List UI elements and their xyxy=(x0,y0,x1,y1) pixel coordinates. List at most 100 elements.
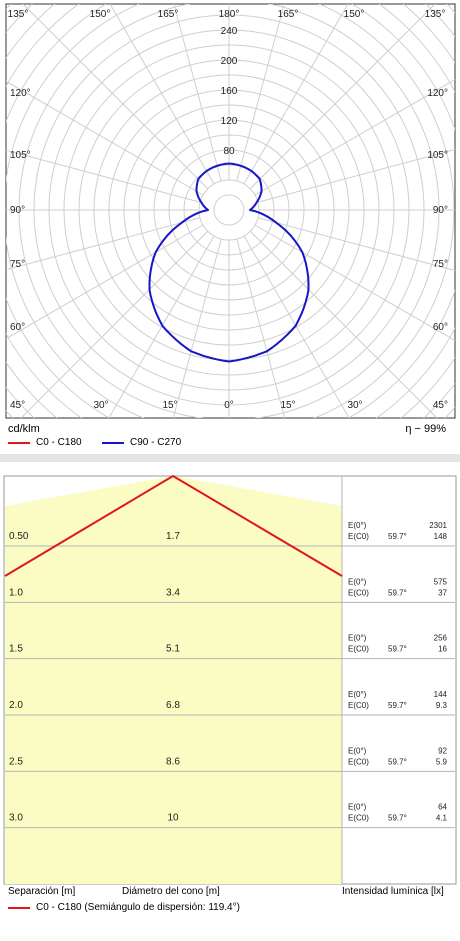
row-e0-value: 2301 xyxy=(429,521,447,530)
row-e0-label: E(0°) xyxy=(348,690,367,699)
row-angle: 59.7° xyxy=(388,814,407,823)
row-ec0-label: E(C0) xyxy=(348,588,369,597)
polar-grid-spoke xyxy=(20,230,209,418)
legend-swatch-blue xyxy=(102,441,124,444)
row-angle: 59.7° xyxy=(388,645,407,654)
row-e0-value: 92 xyxy=(438,746,447,755)
polar-grid-spoke xyxy=(249,4,436,190)
polar-diagram: 80 120 160 200 240 135° 150° 165° 180° 165° 150° 13… xyxy=(5,3,456,419)
legend-label: C0 - C180 xyxy=(36,437,82,448)
angle-label-bottom: 30° xyxy=(347,400,362,411)
polar-curve-c90-c270 xyxy=(148,162,310,363)
row-diameter: 6.8 xyxy=(166,700,180,711)
row-e0-value: 144 xyxy=(434,690,448,699)
polar-grid-spoke xyxy=(257,148,455,203)
angle-label-right: 75° xyxy=(433,259,448,270)
polar-grid-spoke xyxy=(254,78,455,196)
polar-grid-spoke xyxy=(22,4,209,190)
polar-grid-spoke xyxy=(249,230,438,418)
polar-grid-spoke xyxy=(173,4,222,182)
polar-grid-spoke xyxy=(172,238,222,418)
polar-grid-spoke xyxy=(6,224,204,340)
cone-diagram: 0.50 1.7 E(0°) E(C0) 59.7° 2301 148 1.0 3.4 E(0°)… xyxy=(3,474,457,885)
row-e0-value: 575 xyxy=(434,577,448,586)
cone-legend-item: C0 - C180 (Semiángulo de dispersión: 119… xyxy=(8,902,240,913)
angle-label-top: 180° xyxy=(219,9,240,20)
polar-grid-spoke xyxy=(109,4,215,185)
angle-label-right: 90° xyxy=(433,205,448,216)
row-ec0-value: 148 xyxy=(434,532,448,541)
row-e0-label: E(0°) xyxy=(348,746,367,755)
angle-label-left: 45° xyxy=(10,400,25,411)
row-separation: 1.0 xyxy=(9,587,23,598)
row-ec0-value: 4.1 xyxy=(436,814,448,823)
panel-separator xyxy=(0,454,460,462)
cone-legend-label: C0 - C180 (Semiángulo de dispersión: 119… xyxy=(36,902,240,913)
row-e0-label: E(0°) xyxy=(348,634,367,643)
angle-label-right: 105° xyxy=(427,150,448,161)
row-ec0-label: E(C0) xyxy=(348,701,369,710)
angle-label-left: 60° xyxy=(10,322,25,333)
row-angle: 59.7° xyxy=(388,588,407,597)
polar-grid-spoke xyxy=(6,149,201,203)
radial-tick-label: 160 xyxy=(221,86,238,97)
row-diameter: 10 xyxy=(167,813,179,824)
angle-label-bottom: 15° xyxy=(162,400,177,411)
row-e0-label: E(0°) xyxy=(348,521,367,530)
cone-light-area xyxy=(5,476,342,884)
polar-grid-spoke xyxy=(236,4,285,182)
angle-label-top: 135° xyxy=(8,9,29,20)
radial-tick-label: 200 xyxy=(221,56,238,67)
polar-grid-spoke xyxy=(236,238,286,418)
polar-grid-spoke xyxy=(108,235,215,418)
row-diameter: 3.4 xyxy=(166,587,180,598)
polar-grid-spoke xyxy=(243,235,350,418)
legend-swatch-red xyxy=(8,906,30,909)
radial-tick-label: 240 xyxy=(221,26,238,37)
row-diameter: 1.7 xyxy=(166,531,180,542)
row-ec0-label: E(C0) xyxy=(348,757,369,766)
unit-label: cd/klm xyxy=(8,423,40,435)
row-e0-value: 64 xyxy=(438,803,447,812)
angle-label-left: 90° xyxy=(10,205,25,216)
polar-grid-spoke xyxy=(254,224,455,342)
angle-label-bottom: 0° xyxy=(224,400,234,411)
row-e0-label: E(0°) xyxy=(348,803,367,812)
polar-grid-spoke xyxy=(243,4,349,185)
row-angle: 59.7° xyxy=(388,757,407,766)
row-diameter: 5.1 xyxy=(166,644,180,655)
legend-label: C90 - C270 xyxy=(130,437,182,448)
angle-label-top: 165° xyxy=(158,9,179,20)
legend-item-c0-c180: C0 - C180 xyxy=(8,437,82,448)
row-angle: 59.7° xyxy=(388,532,407,541)
separation-axis-label: Separación [m] xyxy=(8,886,76,897)
row-ec0-value: 37 xyxy=(438,588,447,597)
cone-outline-c0-c180 xyxy=(4,474,343,577)
row-e0-value: 256 xyxy=(434,634,448,643)
illuminance-axis-label: Intensidad lumínica [lx] xyxy=(342,886,444,897)
angle-label-bottom: 15° xyxy=(280,400,295,411)
row-e0-label: E(0°) xyxy=(348,577,367,586)
legend-item-c90-c270: C90 - C270 xyxy=(102,437,181,448)
legend-swatch-red xyxy=(8,441,30,444)
polar-grid-spoke xyxy=(6,80,204,196)
efficiency-label: η − 99% xyxy=(405,423,446,435)
angle-label-right: 45° xyxy=(433,400,448,411)
row-ec0-label: E(C0) xyxy=(348,645,369,654)
cone-diameter-axis-label: Diámetro del cono [m] xyxy=(122,886,220,897)
angle-label-left: 75° xyxy=(10,259,25,270)
row-separation: 3.0 xyxy=(9,813,23,824)
row-angle: 59.7° xyxy=(388,701,407,710)
radial-tick-label: 80 xyxy=(223,146,235,157)
polar-grid-lines xyxy=(6,4,455,418)
angle-label-right: 60° xyxy=(433,322,448,333)
row-separation: 2.5 xyxy=(9,756,23,767)
row-ec0-value: 16 xyxy=(438,645,447,654)
row-ec0-label: E(C0) xyxy=(348,814,369,823)
polar-grid-circle xyxy=(213,194,245,226)
row-diameter: 8.6 xyxy=(166,756,180,767)
angle-label-top: 150° xyxy=(344,9,365,20)
cone-diagram-panel: 0.50 1.7 E(0°) E(C0) 59.7° 2301 148 1.0 3.4 E(0°)… xyxy=(0,462,460,936)
row-separation: 0.50 xyxy=(9,531,29,542)
angle-label-bottom: 30° xyxy=(93,400,108,411)
